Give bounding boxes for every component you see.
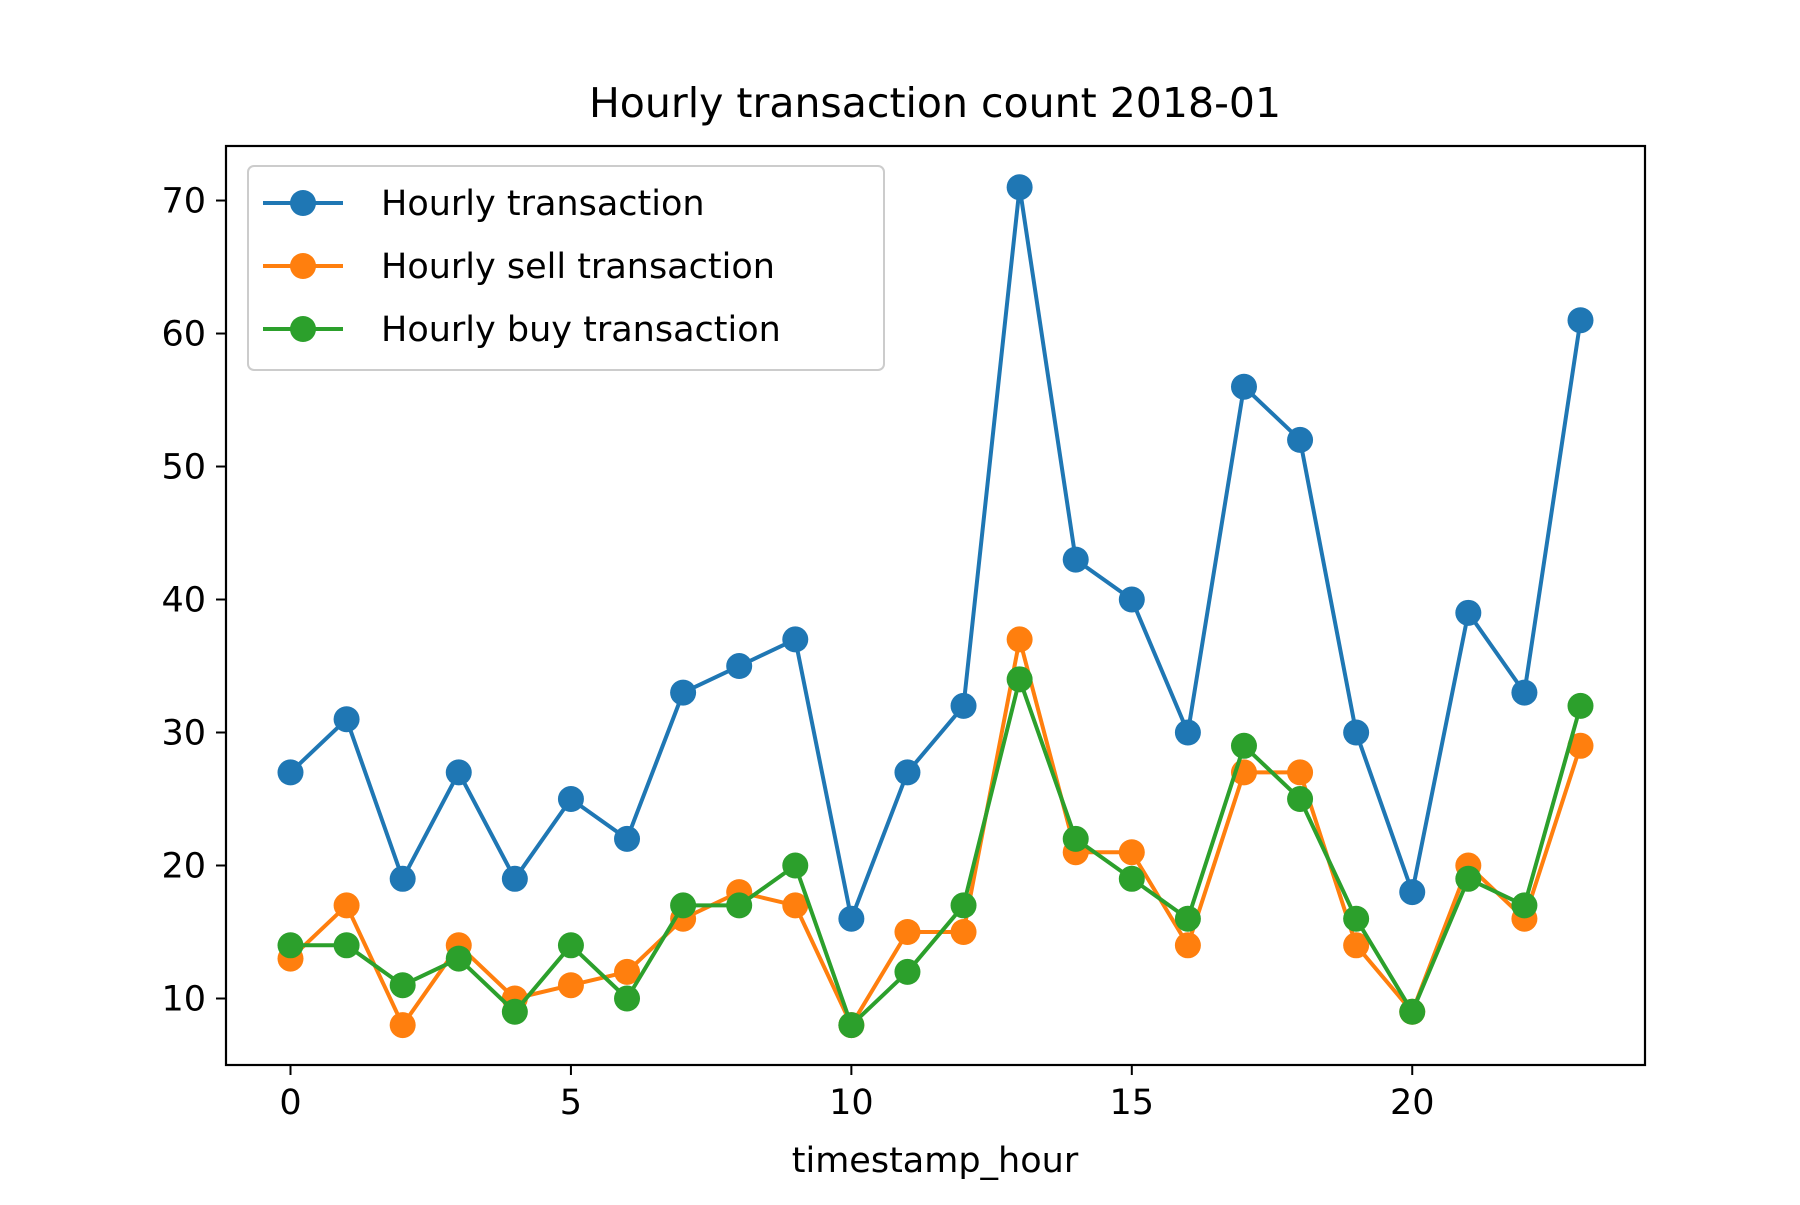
data-point-1-9 — [782, 626, 809, 653]
legend-marker-2 — [290, 253, 316, 279]
data-point-3-0 — [277, 932, 304, 959]
data-point-1-0 — [277, 759, 304, 786]
data-point-1-7 — [670, 679, 697, 706]
y-tick-label-40: 40 — [161, 581, 206, 621]
data-point-1-6 — [614, 825, 641, 852]
axes: 0 5 10 15 20 10 20 30 40 50 60 70 — [161, 144, 1647, 1123]
data-point-2-12 — [950, 919, 977, 946]
data-point-1-20 — [1399, 879, 1426, 906]
data-point-2-23 — [1567, 732, 1594, 759]
data-point-1-22 — [1511, 679, 1538, 706]
data-point-3-15 — [1118, 865, 1145, 892]
data-point-3-5 — [557, 932, 584, 959]
data-point-1-13 — [1006, 174, 1033, 201]
data-point-3-6 — [614, 985, 641, 1012]
data-point-1-4 — [501, 865, 528, 892]
y-tick-label-50: 50 — [161, 448, 206, 488]
data-point-2-18 — [1287, 759, 1314, 786]
data-point-3-11 — [894, 958, 921, 985]
legend-label-2: Hourly sell transaction — [381, 247, 775, 287]
data-point-1-23 — [1567, 307, 1594, 334]
x-tick-label-5: 5 — [560, 1083, 582, 1123]
data-point-3-3 — [445, 945, 472, 972]
x-axis-label: timestamp_hour — [792, 1141, 1079, 1181]
data-point-1-17 — [1230, 373, 1257, 400]
data-point-3-1 — [333, 932, 360, 959]
y-tick-label-60: 60 — [161, 315, 206, 355]
data-point-3-13 — [1006, 666, 1033, 693]
data-point-3-4 — [501, 998, 528, 1025]
data-point-3-19 — [1343, 905, 1370, 932]
data-point-2-1 — [333, 892, 360, 919]
data-point-2-2 — [389, 1012, 416, 1039]
data-point-1-21 — [1455, 599, 1482, 626]
data-point-2-9 — [782, 892, 809, 919]
y-tick-label-10: 10 — [161, 980, 206, 1020]
data-point-3-21 — [1455, 865, 1482, 892]
data-point-3-7 — [670, 892, 697, 919]
data-point-3-16 — [1174, 905, 1201, 932]
data-point-1-19 — [1343, 719, 1370, 746]
y-tick-label-70: 70 — [161, 182, 206, 222]
data-point-3-17 — [1230, 732, 1257, 759]
data-point-1-10 — [838, 905, 865, 932]
data-point-3-23 — [1567, 692, 1594, 719]
series-line-1 — [289, 185, 1583, 921]
data-point-2-11 — [894, 919, 921, 946]
data-point-1-11 — [894, 759, 921, 786]
data-point-3-9 — [782, 852, 809, 879]
legend: Hourly transaction Hourly sell transactio… — [247, 165, 885, 371]
data-point-3-18 — [1287, 786, 1314, 813]
legend-marker-1 — [290, 190, 316, 216]
data-point-3-2 — [389, 972, 416, 999]
data-point-3-10 — [838, 1012, 865, 1039]
data-point-3-20 — [1399, 998, 1426, 1025]
plot-area — [277, 174, 1594, 1039]
chart-title: Hourly transaction count 2018-01 — [589, 79, 1281, 127]
data-point-1-8 — [726, 653, 753, 680]
data-point-1-3 — [445, 759, 472, 786]
x-tick-label-15: 15 — [1110, 1083, 1155, 1123]
data-point-1-14 — [1062, 546, 1089, 573]
y-tick-label-30: 30 — [161, 714, 206, 754]
data-point-2-15 — [1118, 839, 1145, 866]
data-point-1-16 — [1174, 719, 1201, 746]
axes-frame — [224, 144, 1647, 1067]
data-point-3-8 — [726, 892, 753, 919]
data-point-2-13 — [1006, 626, 1033, 653]
data-point-1-18 — [1287, 426, 1314, 453]
legend-label-3: Hourly buy transaction — [381, 310, 781, 350]
data-point-1-5 — [557, 786, 584, 813]
data-point-1-1 — [333, 706, 360, 733]
data-point-2-16 — [1174, 932, 1201, 959]
data-point-1-2 — [389, 865, 416, 892]
data-point-1-15 — [1118, 586, 1145, 613]
x-tick-label-0: 0 — [279, 1083, 301, 1123]
legend-label-1: Hourly transaction — [381, 184, 705, 224]
x-tick-label-10: 10 — [829, 1083, 874, 1123]
data-point-2-5 — [557, 972, 584, 999]
data-point-1-12 — [950, 692, 977, 719]
data-point-3-22 — [1511, 892, 1538, 919]
data-point-3-12 — [950, 892, 977, 919]
x-tick-label-20: 20 — [1390, 1083, 1435, 1123]
legend-marker-3 — [290, 316, 316, 342]
y-tick-label-20: 20 — [161, 847, 206, 887]
data-point-3-14 — [1062, 825, 1089, 852]
data-point-2-6 — [614, 958, 641, 985]
data-point-2-19 — [1343, 932, 1370, 959]
legend-box — [247, 165, 885, 371]
